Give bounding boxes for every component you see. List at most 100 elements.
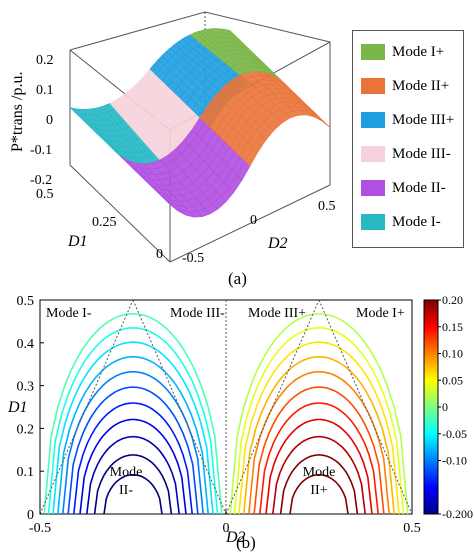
contour-line xyxy=(52,341,214,515)
y-tick-label: 0.5 xyxy=(17,294,35,309)
contour-line xyxy=(73,402,193,515)
surface-mesh xyxy=(69,28,331,218)
region-label-mode-ii-plus: II+ xyxy=(310,483,327,498)
legend-item: Mode III- xyxy=(361,143,451,165)
legend-item: Mode II- xyxy=(361,177,446,199)
x-tick-label: 0.5 xyxy=(403,521,421,536)
z-tick-label: -0.2 xyxy=(30,173,52,188)
region-label-mode-ii-minus: II- xyxy=(119,483,133,498)
z-axis-label: P*trans /p.u. xyxy=(9,72,26,152)
legend-label: Mode III+ xyxy=(392,111,455,128)
legend-label: Mode I- xyxy=(392,213,441,230)
y-tick-label: 0.1 xyxy=(17,465,35,480)
x-axis-label: D2 xyxy=(225,529,246,546)
legend-swatch xyxy=(361,146,385,162)
d1-tick-label: 0.25 xyxy=(92,215,117,230)
contour-line xyxy=(43,312,223,515)
d2-tick-label: 0 xyxy=(250,213,257,228)
z-tick-label: 0.2 xyxy=(36,53,54,68)
colorbar-tick-label: 0.10 xyxy=(442,347,463,361)
region-label-mode-ii-minus: Mode xyxy=(110,465,143,480)
contour-line xyxy=(93,454,173,515)
colorbar-tick-label: -0.10 xyxy=(442,454,467,468)
contour-line xyxy=(259,402,379,515)
contour-line xyxy=(238,341,400,515)
region-label-mode-i-plus: Mode I+ xyxy=(356,306,405,321)
y-tick-label: 0.2 xyxy=(17,422,35,437)
d2-axis: -0.5 0 0.5 D2 xyxy=(182,199,336,266)
region-boundary xyxy=(132,299,227,515)
d2-tick-label: 0.5 xyxy=(318,199,336,214)
colorbar-tick-label: 0.20 xyxy=(442,293,463,307)
y-tick-label: 0.4 xyxy=(17,337,35,352)
region-boundary xyxy=(39,299,134,515)
region-label-mode-i-minus: Mode I- xyxy=(46,306,92,321)
y-axis-label: D1 xyxy=(7,399,28,416)
colorbar-tick-label: -0.200 xyxy=(442,507,473,521)
contour-line xyxy=(86,435,180,515)
legend-label: Mode I+ xyxy=(392,43,445,60)
legend-swatch xyxy=(361,214,385,230)
x-tick-label: -0.5 xyxy=(29,521,51,536)
z-tick-label: -0.1 xyxy=(30,143,52,158)
contour-line xyxy=(243,355,395,515)
d1-axis: 0.5 0.25 0 D1 xyxy=(36,187,163,262)
legend-swatch xyxy=(361,44,385,60)
y-tick-label: 0.3 xyxy=(17,380,35,395)
colorbar-tick-label: 0.15 xyxy=(442,320,463,334)
region-boundary xyxy=(318,299,413,515)
region-label-mode-iii-minus: Mode III- xyxy=(170,306,225,321)
region-boundary xyxy=(225,299,320,515)
contour-line xyxy=(253,386,385,515)
caption-a: (a) xyxy=(228,269,247,288)
legend-item: Mode II+ xyxy=(361,75,449,97)
colorbar-tick-label: -0.05 xyxy=(442,427,467,441)
contour-line xyxy=(289,473,349,515)
contour-line xyxy=(103,473,163,515)
z-tick-label: 0 xyxy=(46,113,53,128)
contour-line xyxy=(229,312,409,515)
contour-line xyxy=(279,454,359,515)
surface-plot: 0.2 0.1 0 -0.1 -0.2 P*trans /p.u. 0.5 0.… xyxy=(9,11,336,288)
colorbar-ticks: 0.20 0.15 0.10 0.05 0 -0.05 -0.10 -0.200 xyxy=(438,293,473,521)
x-tick-label: 0 xyxy=(223,521,230,536)
contour-line xyxy=(248,370,390,515)
d2-tick-label: -0.5 xyxy=(182,251,204,266)
d1-tick-label: 0.5 xyxy=(36,187,54,202)
legend-item: Mode III+ xyxy=(361,109,454,131)
colorbar-tick-label: 0 xyxy=(442,400,448,414)
contour-line xyxy=(265,418,373,515)
region-boundaries xyxy=(39,299,413,515)
region-label-mode-iii-plus: Mode III+ xyxy=(248,306,306,321)
contour-line xyxy=(57,355,209,515)
z-axis: 0.2 0.1 0 -0.1 -0.2 P*trans /p.u. xyxy=(9,53,54,188)
contour-lines xyxy=(43,312,409,515)
y-tick-label: 0 xyxy=(27,508,34,523)
legend-swatch xyxy=(361,78,385,94)
colorbar-tick-label: 0.05 xyxy=(442,373,463,387)
contour-line xyxy=(233,327,405,515)
caption-b: (b) xyxy=(236,533,256,552)
d2-axis-label: D2 xyxy=(267,235,288,252)
legend-swatch xyxy=(361,180,385,196)
legend: Mode I+ Mode II+ Mode III+ Mode III- Mod… xyxy=(352,30,464,248)
legend-swatch xyxy=(361,112,385,128)
legend-item: Mode I+ xyxy=(361,41,444,63)
contour-line xyxy=(47,327,219,515)
contour-line xyxy=(67,386,199,515)
z-tick-label: 0.1 xyxy=(36,83,54,98)
colorbar xyxy=(423,299,439,515)
contour-line xyxy=(79,418,187,515)
d1-tick-label: 0 xyxy=(156,247,163,262)
d1-axis-label: D1 xyxy=(67,233,88,250)
legend-label: Mode II- xyxy=(392,179,446,196)
region-label-mode-ii-plus: Mode xyxy=(303,465,336,480)
legend-label: Mode III- xyxy=(392,145,451,162)
legend-item: Mode I- xyxy=(361,211,441,233)
contour-line xyxy=(272,435,366,515)
legend-label: Mode II+ xyxy=(392,77,450,94)
contour-line xyxy=(62,370,204,515)
